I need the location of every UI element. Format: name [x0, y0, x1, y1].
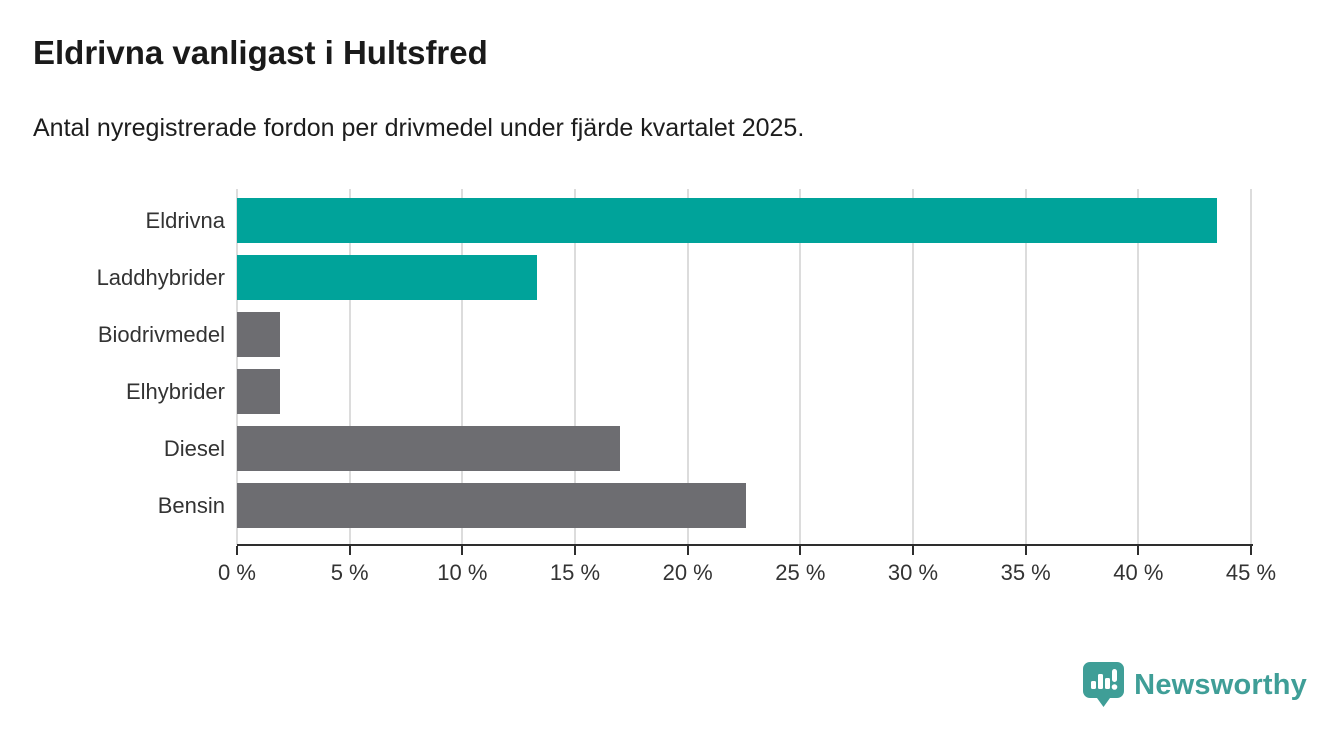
x-axis-tick-label: 25 %: [775, 560, 826, 585]
category-label-eldrivna: Eldrivna: [145, 208, 225, 233]
bar-diesel: [237, 426, 621, 471]
newsworthy-logo-text: Newsworthy: [1134, 668, 1307, 701]
x-axis-tick-label: 20 %: [662, 560, 713, 585]
gridline: [1250, 189, 1252, 545]
plot-area: [236, 189, 1252, 545]
gridline: [574, 189, 576, 545]
gridline: [1137, 189, 1140, 545]
newsworthy-logo: Newsworthy: [1083, 662, 1307, 708]
x-axis-tickmark: [1024, 546, 1027, 555]
bar-laddhybrider: [237, 255, 537, 300]
gridline: [799, 189, 802, 545]
x-axis-tick-label: 0 %: [218, 560, 256, 585]
category-label-laddhybrider: Laddhybrider: [96, 265, 225, 290]
x-axis-tick-label: 40 %: [1113, 560, 1164, 585]
bar-biodrivmedel: [237, 312, 280, 357]
gridline: [461, 189, 464, 545]
x-axis-tickmark: [1250, 546, 1252, 555]
x-axis-tick-label: 35 %: [1000, 560, 1051, 585]
chart-title: Eldrivna vanligast i Hultsfred: [33, 34, 488, 71]
x-axis-tickmark: [686, 546, 689, 555]
category-label-biodrivmedel: Biodrivmedel: [97, 322, 225, 347]
x-axis-tickmark: [1137, 546, 1140, 555]
x-axis-tickmark: [461, 546, 464, 555]
x-axis-tickmark: [574, 546, 576, 555]
x-axis-tick-label: 30 %: [887, 560, 939, 585]
x-axis-line: [237, 544, 1253, 546]
category-label-diesel: Diesel: [163, 436, 225, 461]
x-axis-tickmark: [912, 546, 914, 555]
x-axis-tick-label: 15 %: [549, 560, 601, 585]
x-axis-tickmark: [799, 546, 802, 555]
bar-eldrivna: [237, 198, 1218, 243]
x-axis-tick-label: 45 %: [1225, 560, 1277, 585]
x-axis-tickmark: [348, 546, 351, 555]
newsworthy-logo-icon: [1083, 662, 1125, 707]
x-axis-tick-label: 5 %: [330, 560, 369, 585]
chart-subtitle: Antal nyregistrerade fordon per drivmede…: [33, 114, 805, 142]
bar-elhybrider: [237, 369, 280, 414]
gridline: [236, 189, 238, 545]
gridline: [348, 189, 351, 545]
x-axis-tick-label: 10 %: [437, 560, 488, 585]
gridline: [1024, 189, 1027, 545]
category-label-elhybrider: Elhybrider: [125, 379, 225, 404]
bar-bensin: [237, 483, 747, 528]
category-label-bensin: Bensin: [157, 493, 225, 518]
gridline: [912, 189, 914, 545]
x-axis-tickmark: [236, 546, 238, 555]
gridline: [686, 189, 689, 545]
